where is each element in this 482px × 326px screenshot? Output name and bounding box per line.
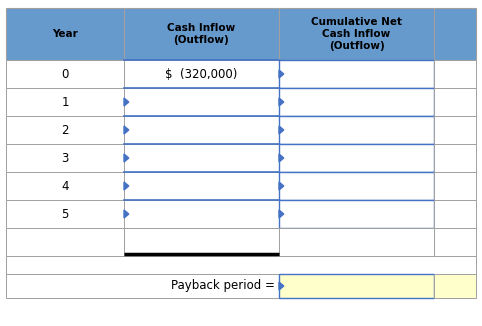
Bar bbox=[124, 8, 279, 60]
Bar bbox=[434, 60, 476, 88]
Bar bbox=[279, 60, 434, 88]
Polygon shape bbox=[279, 210, 284, 218]
Text: 5: 5 bbox=[61, 208, 69, 220]
Bar bbox=[124, 116, 279, 144]
Bar bbox=[434, 88, 476, 116]
Bar bbox=[6, 256, 476, 274]
Text: 0: 0 bbox=[61, 67, 69, 81]
Bar bbox=[279, 88, 434, 116]
Bar bbox=[124, 172, 279, 200]
Text: Cumulative Net
Cash Inflow
(Outflow): Cumulative Net Cash Inflow (Outflow) bbox=[311, 17, 402, 51]
Polygon shape bbox=[279, 182, 284, 190]
Polygon shape bbox=[279, 154, 284, 162]
Polygon shape bbox=[279, 282, 284, 290]
Polygon shape bbox=[279, 126, 284, 134]
Bar bbox=[279, 144, 434, 172]
Bar bbox=[124, 144, 279, 172]
Text: 2: 2 bbox=[61, 124, 69, 137]
Bar bbox=[124, 228, 279, 256]
Bar bbox=[6, 144, 124, 172]
Polygon shape bbox=[124, 154, 129, 162]
Bar bbox=[6, 88, 124, 116]
Text: 3: 3 bbox=[61, 152, 69, 165]
Bar bbox=[6, 116, 124, 144]
Polygon shape bbox=[279, 98, 284, 106]
Text: Year: Year bbox=[52, 29, 78, 39]
Text: 1: 1 bbox=[61, 96, 69, 109]
Bar bbox=[434, 116, 476, 144]
Polygon shape bbox=[279, 70, 284, 78]
Bar bbox=[6, 200, 124, 228]
Text: Cash Inflow
(Outflow): Cash Inflow (Outflow) bbox=[167, 23, 236, 45]
Bar bbox=[124, 60, 279, 88]
Polygon shape bbox=[124, 210, 129, 218]
Polygon shape bbox=[124, 182, 129, 190]
Bar bbox=[279, 8, 434, 60]
Bar bbox=[279, 228, 434, 256]
Bar bbox=[279, 116, 434, 144]
Bar bbox=[279, 274, 434, 298]
Bar bbox=[6, 60, 124, 88]
Bar bbox=[279, 200, 434, 228]
Bar bbox=[124, 200, 279, 228]
Bar bbox=[6, 172, 124, 200]
Text: 4: 4 bbox=[61, 180, 69, 192]
Bar bbox=[6, 228, 124, 256]
Bar bbox=[6, 274, 279, 298]
Bar bbox=[434, 200, 476, 228]
Bar bbox=[434, 8, 476, 60]
Bar bbox=[434, 228, 476, 256]
Bar bbox=[434, 144, 476, 172]
Text: Payback period =: Payback period = bbox=[171, 279, 275, 292]
Bar bbox=[124, 88, 279, 116]
Bar bbox=[434, 274, 476, 298]
Bar bbox=[434, 172, 476, 200]
Bar bbox=[279, 172, 434, 200]
Polygon shape bbox=[124, 98, 129, 106]
Bar bbox=[6, 8, 124, 60]
Polygon shape bbox=[124, 126, 129, 134]
Text: $  (320,000): $ (320,000) bbox=[165, 67, 238, 81]
